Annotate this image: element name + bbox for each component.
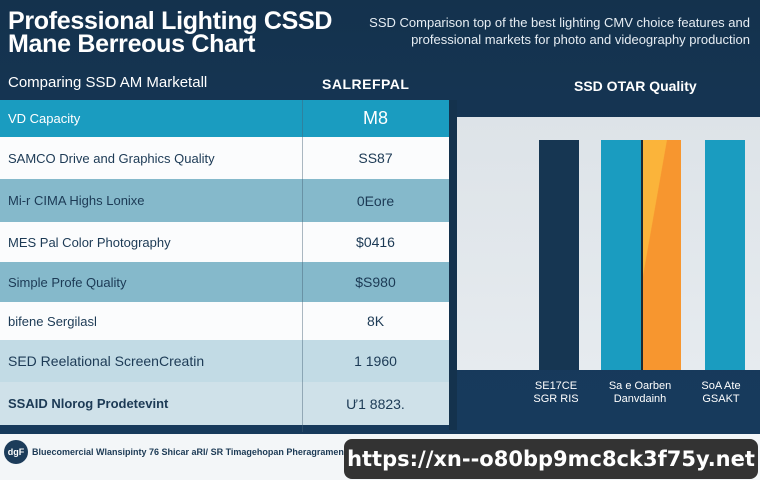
row-value: 0Eore — [356, 192, 395, 209]
brand-logo-icon: dgF — [4, 440, 28, 464]
row-value: $0416 — [356, 234, 395, 250]
label-line-1: SE17CE — [534, 380, 578, 392]
url-watermark-link[interactable]: https://xn--o80bp9mc8ck3f75y.net — [344, 439, 758, 479]
row-name: Mi-r CIMA Highs Lonixe — [8, 193, 145, 208]
row-name: SAMCO Drive and Graphics Quality — [8, 150, 215, 166]
row-value: M8 — [362, 108, 388, 128]
row-name: MES Pal Color Photography — [8, 234, 171, 250]
page-title: Professional Lighting CSSD Mane Berreous… — [8, 7, 333, 58]
row-value: $S980 — [355, 274, 396, 290]
chart-title: SSD OTAR Quality — [574, 78, 697, 94]
title-line-2: Mane Berreous Chart — [8, 30, 256, 58]
label-line-2: SGR RIS — [533, 393, 579, 405]
row-value: 8K — [366, 313, 385, 329]
title-line-1: Professional Lighting CSSD — [8, 7, 333, 35]
label-line-2: Danvdainh — [613, 393, 667, 405]
table-frame — [449, 100, 457, 430]
row-value: Ư1 8823. — [346, 395, 405, 412]
table-row: SSAID Nlorog Prodetevint Ư1 8823. — [0, 382, 449, 425]
table-section-label: Comparing SSD AM Marketall — [8, 74, 208, 91]
table-head-row: VD Capacity M8 — [0, 100, 449, 137]
row-value: 1 1960 — [354, 353, 397, 369]
page-subtitle: SSD Comparison top of the best lighting … — [320, 14, 750, 48]
subtitle-line-2: professional markets for photo and video… — [411, 32, 750, 47]
bar-1 — [539, 140, 579, 370]
table-row: Mi-r CIMA Highs Lonixe 0Eore — [0, 179, 449, 222]
footer-text: Bluecomercial Wlansipinty 76 Shicar aRI/… — [32, 447, 395, 457]
row-name: bifene Sergilasl — [8, 313, 97, 329]
subtitle-line-1: SSD Comparison top of the best lighting … — [369, 15, 750, 30]
label-line-1: SoA Ate — [701, 380, 741, 392]
table-row: SED Reelational ScreenCreatin 1 1960 — [0, 340, 449, 382]
bar-group-label-1: SE17CE SGR RIS — [521, 380, 591, 406]
table-column-divider — [302, 100, 303, 432]
table-row: MES Pal Color Photography $0416 — [0, 222, 449, 262]
comparison-table: VD Capacity M8 SAMCO Drive and Graphics … — [0, 100, 449, 425]
table-row: Simple Profe Quality $S980 — [0, 262, 449, 302]
bar-group-label-2: Sa e Oarben Danvdainh — [605, 380, 675, 406]
bar-2 — [601, 140, 641, 370]
row-name: Simple Profe Quality — [8, 274, 127, 290]
bar-3 — [641, 140, 681, 370]
bar-chart — [457, 117, 760, 370]
bar-group-label-3: SoA Ate GSAKT — [686, 380, 756, 406]
table-row: SAMCO Drive and Graphics Quality SS87 — [0, 137, 449, 179]
row-name: SED Reelational ScreenCreatin — [8, 353, 205, 369]
bar-4 — [705, 140, 745, 370]
row-value: SS87 — [358, 150, 393, 166]
label-line-2: GSAKT — [702, 393, 740, 405]
table-row: bifene Sergilasl 8K — [0, 302, 449, 340]
row-name: SSAID Nlorog Prodetevint — [8, 396, 169, 411]
label-line-1: Sa e Oarben — [608, 380, 672, 392]
row-name: VD Capacity — [8, 111, 81, 126]
table-column-header: SALREFPAL — [322, 76, 410, 92]
